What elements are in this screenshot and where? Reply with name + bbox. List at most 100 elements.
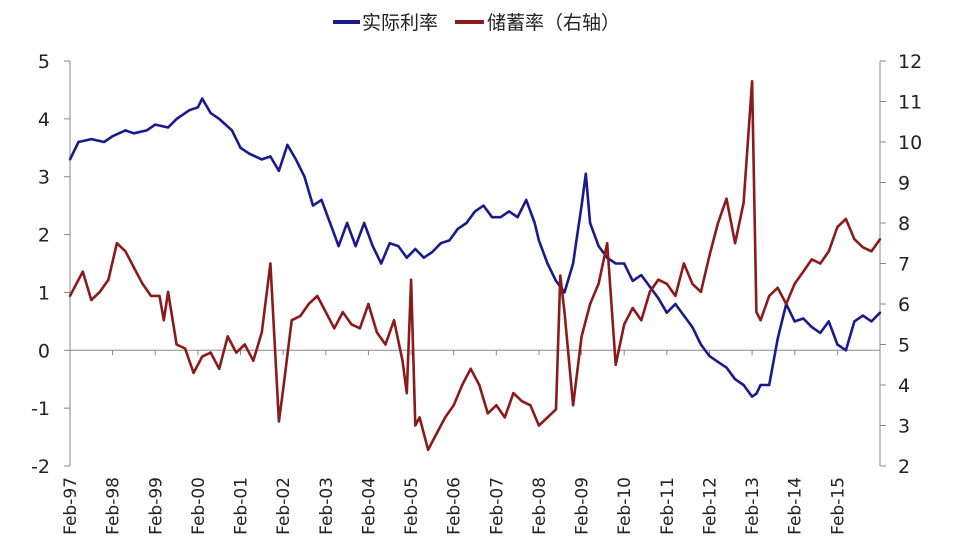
x-tick-label: Feb-13 (743, 477, 763, 535)
x-tick-label: Feb-15 (828, 477, 848, 535)
data-point-savings-rate (316, 294, 319, 298)
data-point-savings-rate (878, 238, 882, 241)
data-point-savings-rate (358, 327, 362, 330)
data-point-savings-rate (375, 331, 379, 334)
x-tick-label: Feb-00 (189, 477, 209, 535)
data-point-real-rate (597, 244, 600, 248)
data-point-real-rate (537, 239, 541, 242)
data-point-real-rate (507, 210, 511, 213)
data-point-real-rate (648, 285, 651, 288)
data-point-real-rate (750, 395, 754, 398)
data-point-real-rate (414, 247, 417, 251)
data-point-real-rate (844, 349, 848, 352)
data-point-real-rate (525, 198, 528, 202)
data-point-savings-rate (201, 355, 204, 358)
data-point-real-rate (584, 172, 587, 175)
data-point-real-rate (802, 317, 805, 320)
data-point-savings-rate (725, 197, 728, 200)
data-point-savings-rate (333, 327, 336, 330)
data-point-savings-rate (597, 282, 600, 285)
data-point-savings-rate (512, 391, 515, 395)
data-point-real-rate (768, 383, 771, 387)
data-point-real-rate (793, 320, 796, 323)
data-point-savings-rate (588, 302, 592, 306)
data-point-savings-rate (785, 302, 788, 306)
left-tick-label: 2 (38, 225, 50, 247)
data-point-real-rate (354, 244, 357, 248)
data-point-real-rate (422, 256, 425, 259)
data-point-savings-rate (115, 242, 119, 245)
data-point-savings-rate (844, 217, 848, 221)
data-point-savings-rate (282, 387, 285, 391)
data-point-real-rate (657, 297, 660, 300)
data-point-savings-rate (132, 266, 136, 269)
x-tick-label: Feb-10 (615, 477, 635, 535)
data-point-real-rate (810, 325, 813, 329)
data-point-savings-rate (699, 290, 703, 294)
data-point-savings-rate (819, 262, 822, 265)
legend-label-savings-rate: 储蓄率（右轴） (487, 12, 620, 34)
data-point-real-rate (699, 343, 703, 346)
data-point-real-rate (836, 343, 839, 346)
data-point-savings-rate (563, 310, 566, 314)
data-point-real-rate (473, 210, 477, 213)
data-point-savings-rate (537, 424, 541, 427)
right-tick-label: 3 (898, 416, 910, 438)
data-point-real-rate (742, 383, 745, 387)
data-point-real-rate (665, 311, 668, 314)
data-point-real-rate (303, 175, 306, 178)
data-point-savings-rate (827, 250, 830, 253)
x-tick-label: Feb-11 (658, 477, 678, 535)
data-point-real-rate (431, 250, 434, 254)
data-point-savings-rate (503, 416, 506, 419)
data-point-savings-rate (418, 416, 421, 419)
data-point-real-rate (819, 331, 822, 335)
right-tick-label: 6 (898, 294, 910, 316)
data-point-savings-rate (759, 319, 762, 322)
data-point-real-rate (554, 279, 558, 283)
data-point-savings-rate (776, 286, 779, 289)
data-point-real-rate (733, 378, 737, 381)
data-point-savings-rate (166, 290, 170, 294)
data-point-savings-rate (218, 367, 221, 370)
data-point-savings-rate (861, 246, 865, 249)
series-line-real-rate (68, 97, 881, 398)
data-point-savings-rate (235, 351, 238, 354)
right-tick-label: 9 (898, 173, 910, 195)
data-point-real-rate (175, 117, 178, 121)
data-point-real-rate (499, 216, 502, 219)
data-point-savings-rate (444, 416, 447, 419)
data-point-real-rate (755, 392, 758, 395)
right-tick-label: 5 (898, 335, 910, 357)
data-point-real-rate (439, 242, 443, 245)
data-point-savings-rate (571, 404, 575, 407)
data-point-savings-rate (682, 262, 686, 265)
series-lines (68, 80, 882, 452)
data-point-savings-rate (750, 80, 754, 83)
data-point-savings-rate (192, 371, 195, 375)
data-point-savings-rate (802, 270, 805, 273)
data-point-savings-rate (853, 238, 856, 241)
data-point-real-rate (448, 239, 451, 242)
left-tick-label: -1 (31, 398, 50, 420)
x-tick-label: Feb-01 (232, 477, 252, 535)
data-point-savings-rate (392, 319, 396, 322)
data-point-real-rate (188, 109, 191, 112)
left-tick-label: -2 (31, 456, 50, 478)
data-point-savings-rate (183, 347, 187, 350)
data-point-savings-rate (742, 201, 745, 204)
data-point-real-rate (77, 140, 80, 144)
x-tick-label: Feb-08 (530, 477, 550, 535)
data-point-savings-rate (209, 351, 212, 354)
data-point-savings-rate (107, 278, 110, 281)
data-point-real-rate (311, 204, 315, 207)
data-point-savings-rate (755, 310, 758, 314)
data-point-savings-rate (580, 335, 583, 338)
data-point-savings-rate (269, 262, 272, 265)
legend-label-real-rate: 实际利率 (362, 12, 438, 34)
data-point-savings-rate (226, 335, 229, 338)
data-point-real-rate (145, 129, 148, 132)
data-point-real-rate (277, 169, 281, 173)
